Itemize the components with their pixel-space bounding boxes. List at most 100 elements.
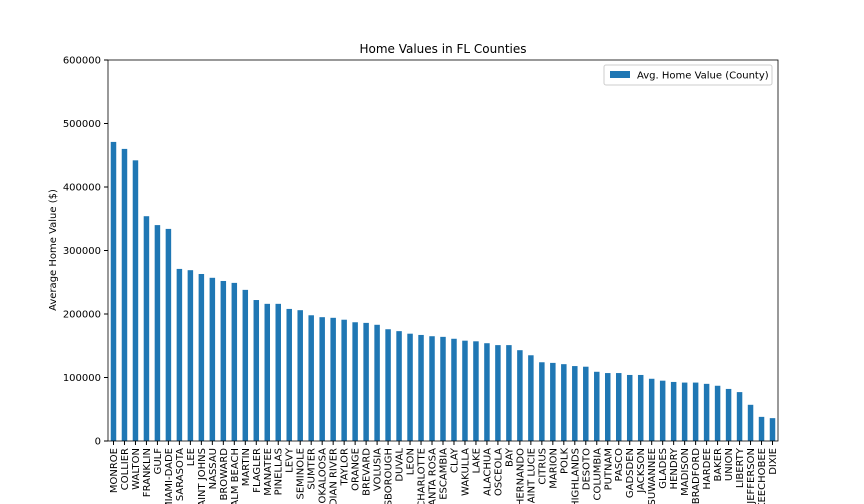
x-tick-label: BRADFORD — [691, 448, 702, 504]
x-tick-label: OKALOOSA — [318, 448, 329, 504]
bar — [374, 324, 380, 441]
bar — [209, 277, 216, 441]
x-tick-label: MANATEE — [263, 448, 274, 496]
x-tick-label: UNION — [724, 448, 735, 481]
x-tick-label: LIBERTY — [735, 447, 746, 488]
bar — [484, 343, 490, 441]
bar — [341, 319, 347, 441]
x-tick-label: SARASOTA — [175, 448, 186, 501]
bar — [319, 317, 325, 441]
bar — [703, 383, 710, 441]
x-tick-label: VOLUSIA — [373, 448, 384, 491]
bar — [132, 160, 139, 441]
y-axis-label: Average Home Value ($) — [48, 189, 59, 311]
x-tick-label: BREVARD — [362, 448, 373, 496]
x-tick-label: ESCAMBIA — [439, 448, 450, 500]
x-tick-label: ALACHUA — [482, 448, 493, 496]
x-tick-label: PINELLAS — [274, 448, 285, 495]
x-tick-label: DESOTO — [581, 448, 592, 490]
bar — [736, 392, 743, 441]
bar — [637, 374, 644, 441]
x-tick-label: BROWARD — [219, 448, 230, 501]
bar — [462, 340, 468, 441]
bar — [517, 350, 523, 441]
bar — [747, 404, 754, 441]
bar — [330, 317, 336, 441]
bar — [440, 336, 446, 441]
x-tick-label: OSCEOLA — [493, 448, 504, 496]
chart-title: Home Values in FL Counties — [359, 42, 526, 56]
x-tick-label: SANTA ROSA — [428, 448, 439, 504]
bar — [692, 382, 699, 441]
bar — [572, 366, 578, 441]
x-tick-label: CHARLOTTE — [417, 448, 428, 504]
y-tick-label: 600000 — [63, 56, 101, 67]
x-tick-label: SEMINOLE — [296, 448, 307, 499]
bar — [363, 322, 369, 441]
y-tick-label: 400000 — [63, 183, 101, 194]
x-tick-label: FRANKLIN — [142, 448, 153, 497]
legend-swatch — [610, 71, 630, 78]
x-tick-label: MARTIN — [241, 448, 252, 486]
x-tick-label: SUWANNEE — [647, 448, 658, 504]
bar — [659, 380, 666, 441]
x-tick-label: SUMTER — [307, 448, 318, 490]
x-tick-label: COLUMBIA — [592, 448, 603, 501]
bar — [528, 355, 534, 441]
y-tick-label: 300000 — [63, 246, 101, 257]
x-tick-label: PUTNAM — [603, 448, 614, 490]
bar — [714, 385, 721, 441]
bar — [681, 382, 688, 441]
x-tick-label: ORANGE — [351, 448, 362, 491]
y-tick-label: 200000 — [63, 310, 101, 321]
x-tick-label: HIGHLANDS — [570, 448, 581, 504]
bar — [352, 322, 358, 441]
y-tick-label: 0 — [95, 437, 101, 448]
bar — [583, 366, 589, 441]
bar — [473, 341, 479, 441]
bar — [264, 303, 271, 441]
x-tick-label: PALM BEACH — [230, 448, 241, 504]
bar — [626, 374, 633, 441]
x-tick-label: MARION — [548, 448, 559, 489]
x-tick-label: LEVY — [285, 447, 296, 473]
axes-frame — [107, 59, 779, 442]
bar — [275, 303, 281, 441]
bar — [231, 282, 238, 441]
bar — [396, 331, 402, 441]
x-tick-label: PASCO — [614, 448, 625, 482]
bar — [165, 228, 172, 441]
bar — [451, 338, 457, 441]
bar — [550, 362, 556, 441]
bar — [407, 333, 413, 441]
bar — [670, 381, 677, 441]
x-tick-label: INDIAN RIVER — [329, 448, 340, 504]
bar — [220, 280, 227, 441]
x-tick-label: CITRUS — [537, 448, 548, 485]
legend-label: Avg. Home Value (County) — [637, 71, 769, 82]
x-tick-label: FLAGLER — [252, 448, 263, 493]
bar — [385, 329, 391, 441]
bar — [418, 334, 424, 441]
x-tick-label: JACKSON — [636, 448, 647, 494]
x-tick-label: SAINT LUCIE — [526, 448, 537, 504]
bar — [648, 378, 655, 441]
bar — [143, 216, 150, 441]
x-tick-label: BAY — [504, 447, 515, 467]
bar — [176, 268, 183, 441]
x-tick-label: MIAMI-DADE — [164, 448, 175, 504]
x-tick-label: COLLIER — [120, 448, 131, 490]
x-tick-label: LAKE — [471, 448, 482, 474]
bar — [758, 416, 765, 441]
x-tick-label: NASSAU — [208, 448, 219, 489]
x-tick-label: DUVAL — [395, 448, 406, 482]
bar — [121, 148, 128, 441]
bar — [154, 225, 161, 441]
x-tick-label: POLK — [559, 448, 570, 474]
bar — [594, 371, 600, 441]
x-tick-label: TAYLOR — [340, 448, 351, 487]
y-tick-label: 500000 — [63, 119, 101, 130]
bar — [495, 345, 501, 441]
x-tick-label: HERNANDO — [515, 448, 526, 504]
